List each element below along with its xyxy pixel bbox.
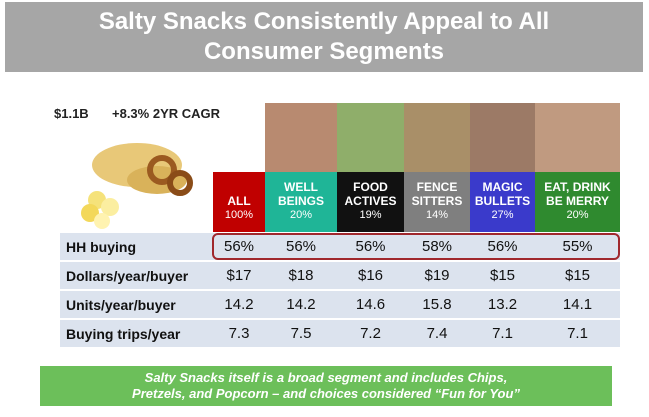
cell: $15 [489, 267, 516, 284]
photo [265, 103, 337, 172]
segment-header: ALL 100% [213, 172, 265, 232]
segment-share: 20% [289, 209, 313, 221]
cell: 14.1 [562, 296, 593, 313]
footer-note: Salty Snacks itself is a broad segment a… [40, 366, 612, 406]
cell: 7.4 [426, 325, 448, 342]
segment-name: EAT, DRINK BE MERRY [544, 180, 611, 208]
cell: 7.1 [567, 325, 588, 342]
cell: 14.6 [355, 296, 386, 313]
snack-image [81, 143, 193, 229]
cell: $17 [226, 267, 252, 284]
cell: 58% [421, 238, 453, 255]
row-background [60, 262, 620, 289]
segment-share: 14% [425, 209, 449, 221]
cell: 56% [223, 238, 255, 255]
cell: $16 [357, 267, 384, 284]
segment-share: 20% [566, 209, 589, 221]
cell: 13.2 [487, 296, 518, 313]
cell: 56% [355, 238, 386, 255]
highlight [212, 233, 620, 260]
row-background [60, 233, 620, 260]
cell: 56% [487, 238, 518, 255]
segment-header: FENCE SITTERS 14% [404, 172, 470, 232]
segment-share: 19% [359, 209, 382, 221]
cell: $18 [288, 267, 314, 284]
photo [535, 103, 620, 172]
segment-share: 100% [224, 209, 254, 221]
row-label: HH buying [66, 238, 136, 255]
cell: $19 [424, 267, 450, 284]
row-label: Dollars/year/buyer [66, 267, 189, 284]
photo [470, 103, 535, 172]
cell: 7.2 [360, 325, 381, 342]
cell: 14.2 [286, 296, 316, 313]
title: Salty Snacks Consistently Appeal to All … [5, 2, 643, 72]
row-background [60, 320, 620, 347]
cell: 15.8 [422, 296, 452, 313]
segment-header: FOOD ACTIVES 19% [337, 172, 404, 232]
segment-name: FENCE SITTERS [411, 180, 463, 208]
segment-share: 27% [491, 209, 514, 221]
segment-header: MAGIC BULLETS 27% [470, 172, 535, 232]
cell: 7.5 [290, 325, 312, 342]
segment-name: WELL BEINGS [277, 180, 324, 208]
segment-header: WELL BEINGS 20% [265, 172, 337, 232]
row-label: Units/year/buyer [66, 296, 176, 313]
cell: 55% [562, 238, 593, 255]
cell: 7.1 [492, 325, 513, 342]
growth: +8.3% 2YR CAGR [112, 106, 221, 121]
cell: 14.2 [224, 296, 254, 313]
photo [337, 103, 404, 172]
segment-name: ALL [227, 194, 251, 208]
market-size: $1.1B [54, 106, 89, 121]
cell: 56% [285, 238, 317, 255]
segment-name: MAGIC BULLETS [474, 180, 531, 208]
segment-name: FOOD ACTIVES [344, 180, 397, 208]
cell: 7.3 [228, 325, 250, 342]
cell: $15 [564, 267, 591, 284]
segment-header: EAT, DRINK BE MERRY 20% [535, 172, 620, 232]
row-label: Buying trips/year [66, 325, 181, 342]
photo [404, 103, 470, 172]
row-background [60, 291, 620, 318]
